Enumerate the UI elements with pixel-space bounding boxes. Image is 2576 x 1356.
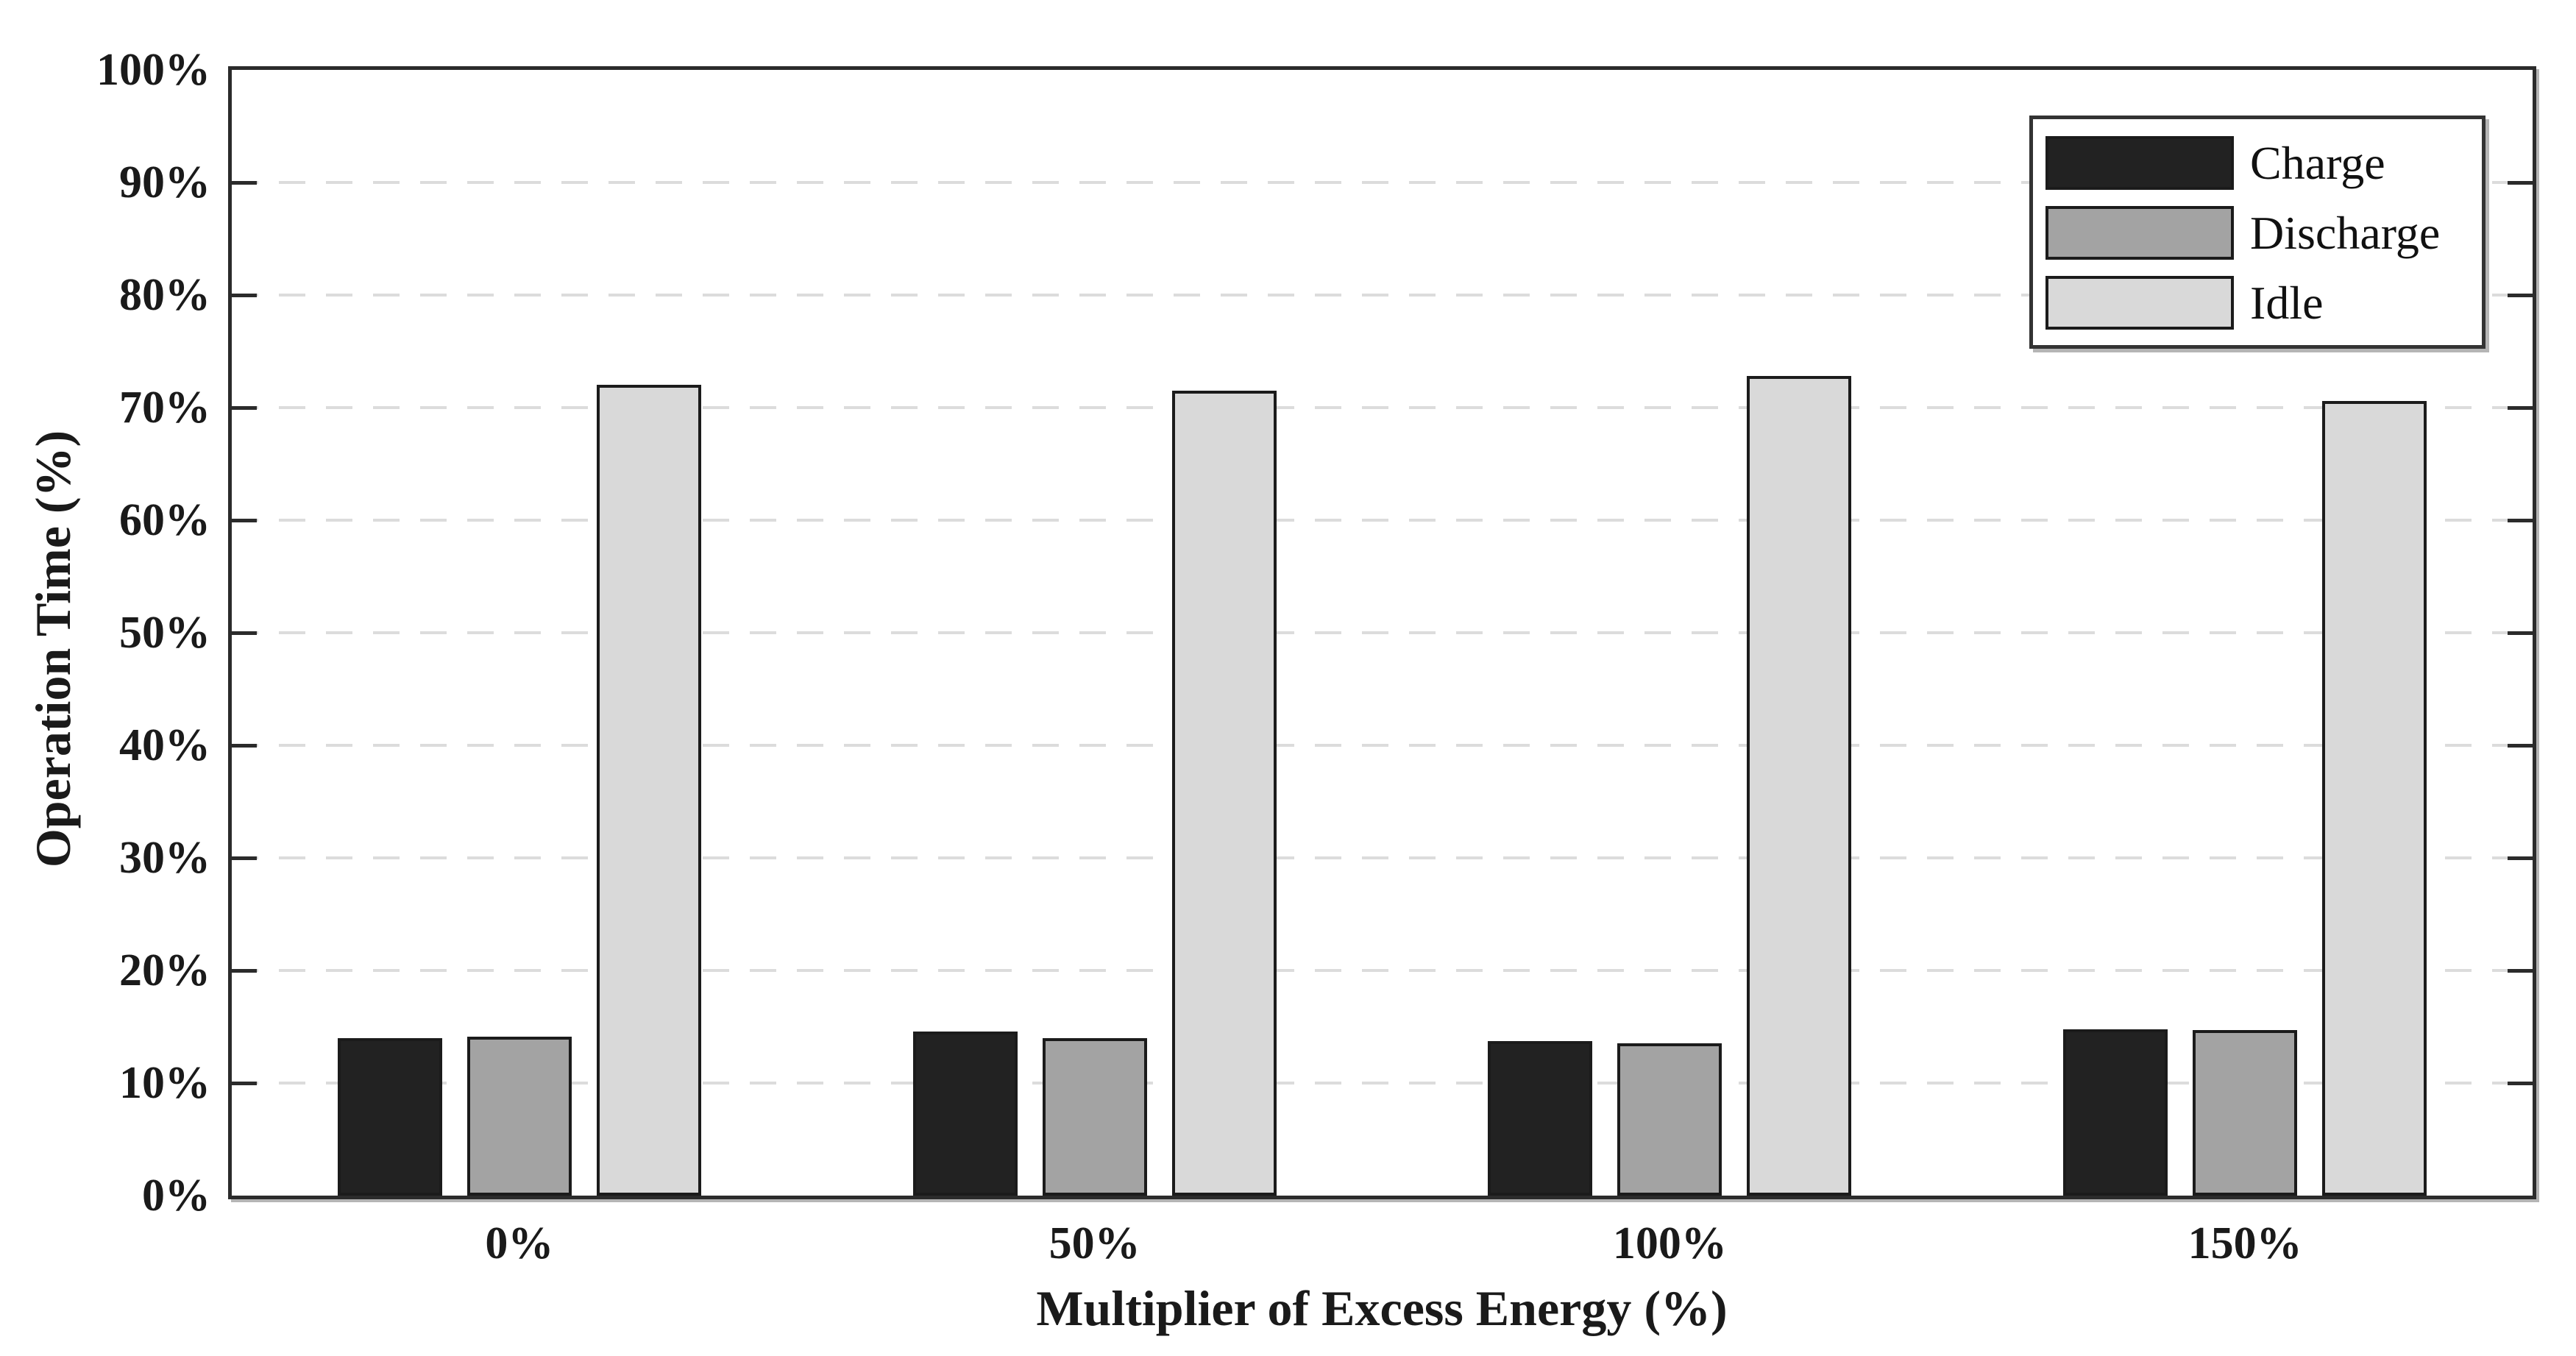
gridline-30 <box>232 856 2533 859</box>
bar-charge-50% <box>912 1031 1018 1196</box>
bar-discharge-150% <box>2193 1030 2298 1196</box>
bar-discharge-0% <box>466 1037 572 1196</box>
y-tick-label-80: 80% <box>119 270 210 320</box>
gridline-10 <box>232 1082 2533 1085</box>
bar-discharge-100% <box>1617 1043 1722 1196</box>
x-axis-title: Multiplier of Excess Energy (%) <box>1036 1280 1728 1336</box>
y-tick-right-20 <box>2508 968 2533 973</box>
y-tick-right-70 <box>2508 405 2533 410</box>
gridline-70 <box>232 406 2533 409</box>
y-tick-right-90 <box>2508 180 2533 185</box>
bar-idle-150% <box>2322 400 2427 1196</box>
y-tick-right-40 <box>2508 743 2533 748</box>
y-tick-label-90: 90% <box>119 157 210 207</box>
y-tick-right-50 <box>2508 631 2533 635</box>
y-tick-left-80 <box>232 293 257 297</box>
y-tick-right-80 <box>2508 293 2533 297</box>
y-tick-label-100: 100% <box>96 45 210 95</box>
y-tick-left-90 <box>232 180 257 185</box>
gridline-50 <box>232 631 2533 634</box>
y-tick-label-60: 60% <box>119 495 210 545</box>
y-tick-label-10: 10% <box>119 1058 210 1108</box>
y-tick-label-30: 30% <box>119 833 210 883</box>
y-tick-label-70: 70% <box>119 383 210 433</box>
y-tick-left-10 <box>232 1081 257 1085</box>
bar-idle-50% <box>1171 391 1277 1196</box>
legend-label-charge: Charge <box>2250 137 2385 189</box>
x-tick-label-100%: 100% <box>1612 1218 1727 1268</box>
bar-charge-0% <box>337 1037 442 1196</box>
gridline-90 <box>232 181 2533 184</box>
y-tick-right-10 <box>2508 1081 2533 1085</box>
legend-row-charge: Charge <box>2045 136 2474 190</box>
gridline-20 <box>232 969 2533 972</box>
bar-idle-0% <box>596 385 701 1196</box>
y-tick-label-20: 20% <box>119 945 210 995</box>
bar-charge-150% <box>2063 1029 2168 1196</box>
legend: Charge Discharge Idle <box>2029 116 2485 349</box>
y-tick-left-50 <box>232 631 257 635</box>
bar-discharge-50% <box>1042 1037 1147 1196</box>
legend-swatch-discharge <box>2045 206 2234 260</box>
legend-label-idle: Idle <box>2250 277 2324 329</box>
x-tick-label-0%: 0% <box>485 1218 554 1268</box>
y-tick-left-70 <box>232 405 257 410</box>
bar-idle-100% <box>1747 376 1852 1196</box>
legend-label-discharge: Discharge <box>2250 207 2441 259</box>
y-tick-left-40 <box>232 743 257 748</box>
gridline-80 <box>232 294 2533 297</box>
legend-swatch-charge <box>2045 136 2234 190</box>
y-tick-label-40: 40% <box>119 720 210 770</box>
legend-swatch-idle <box>2045 276 2234 330</box>
x-tick-label-50%: 50% <box>1049 1218 1140 1268</box>
gridline-40 <box>232 744 2533 747</box>
y-tick-left-20 <box>232 968 257 973</box>
legend-row-idle: Idle <box>2045 276 2474 330</box>
x-tick-label-150%: 150% <box>2188 1218 2302 1268</box>
gridline-60 <box>232 519 2533 522</box>
y-tick-right-30 <box>2508 856 2533 860</box>
bar-charge-100% <box>1488 1041 1593 1196</box>
legend-row-discharge: Discharge <box>2045 206 2474 260</box>
y-tick-label-50: 50% <box>119 608 210 658</box>
y-tick-right-60 <box>2508 518 2533 522</box>
y-tick-label-0: 0% <box>142 1171 210 1221</box>
y-tick-left-60 <box>232 518 257 522</box>
y-tick-left-30 <box>232 856 257 860</box>
